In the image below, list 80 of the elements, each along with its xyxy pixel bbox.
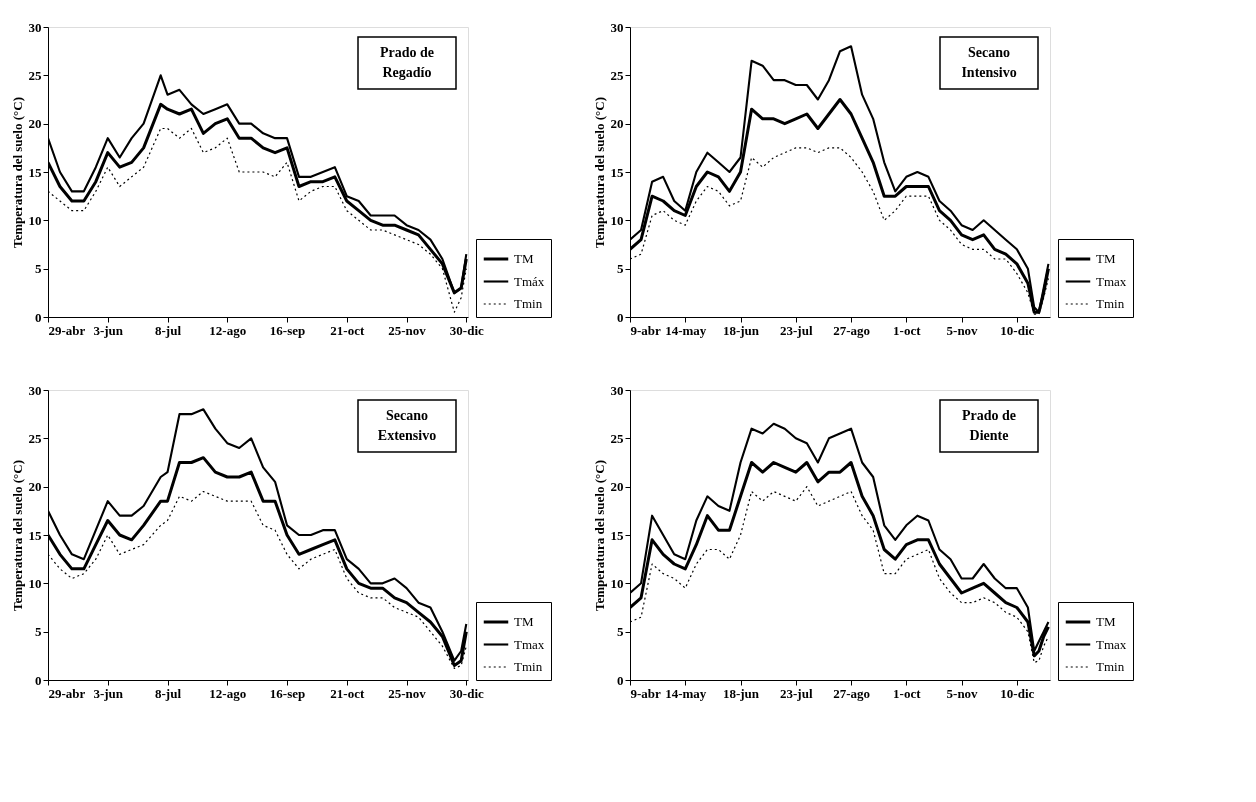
y-tick-label: 15 xyxy=(28,164,42,180)
legend-label: Tmax xyxy=(1096,636,1127,652)
text: Secano Intensivo xyxy=(961,45,1017,80)
y-tick-label: 20 xyxy=(28,479,42,495)
x-tick-label: 23-jul xyxy=(780,322,813,338)
x-tick-label: 29-abr xyxy=(48,685,86,701)
x-tick-label: 21-oct xyxy=(330,322,365,338)
legend-label: TM xyxy=(514,614,534,629)
y-tick-label: 30 xyxy=(28,19,42,35)
y-tick-label: 5 xyxy=(35,624,42,640)
x-tick-label: 12-ago xyxy=(209,685,247,701)
x-tick-label: 3-jun xyxy=(93,685,124,701)
text: Prado de Regadío xyxy=(379,45,435,80)
y-tick-label: 5 xyxy=(617,624,624,640)
y-tick-label: 25 xyxy=(610,430,624,446)
x-tick-label: 18-jun xyxy=(722,322,760,338)
text: Prado de Diente xyxy=(961,408,1017,443)
y-tick-label: 0 xyxy=(35,672,42,688)
legend-label: TM xyxy=(1096,251,1116,266)
y-tick-label: 10 xyxy=(28,212,42,228)
x-tick-label: 1-oct xyxy=(893,685,922,701)
y-tick-label: 20 xyxy=(610,116,624,132)
x-tick-label: 8-jul xyxy=(155,322,182,338)
x-tick-label: 10-dic xyxy=(1000,685,1035,701)
y-tick-label: 30 xyxy=(28,382,42,398)
legend-label: Tmax xyxy=(514,636,545,652)
y-tick-label: 0 xyxy=(617,672,624,688)
y-tick-label: 20 xyxy=(28,116,42,132)
legend-label: Tmax xyxy=(1096,273,1127,289)
x-tick-label: 9-abr xyxy=(630,685,662,701)
y-tick-label: 10 xyxy=(610,575,624,591)
y-tick-label: 30 xyxy=(610,19,624,35)
y-axis-title: Temperatura del suelo (°C) xyxy=(9,460,25,611)
y-tick-label: 15 xyxy=(610,164,624,180)
y-tick-label: 5 xyxy=(35,261,42,277)
x-tick-label: 29-abr xyxy=(48,322,86,338)
y-axis-title: Temperatura del suelo (°C) xyxy=(9,97,25,248)
y-tick-label: 15 xyxy=(28,527,42,543)
y-tick-label: 25 xyxy=(28,430,42,446)
x-tick-label: 14-may xyxy=(665,685,707,701)
legend-label: TM xyxy=(1096,614,1116,629)
x-tick-label: 9-abr xyxy=(630,322,662,338)
x-tick-label: 25-nov xyxy=(388,685,427,701)
x-tick-label: 12-ago xyxy=(209,322,247,338)
y-tick-label: 0 xyxy=(35,309,42,325)
legend-label: TM xyxy=(514,251,534,266)
x-tick-label: 27-ago xyxy=(833,322,870,338)
x-tick-label: 1-oct xyxy=(893,322,922,338)
x-tick-label: 25-nov xyxy=(388,322,427,338)
x-tick-label: 8-jul xyxy=(155,685,182,701)
y-tick-label: 25 xyxy=(28,67,42,83)
legend-label: Tmin xyxy=(514,296,543,311)
x-tick-label: 3-jun xyxy=(93,322,124,338)
x-tick-label: 27-ago xyxy=(833,685,870,701)
y-tick-label: 5 xyxy=(617,261,624,277)
text: Secano Extensivo xyxy=(377,408,437,443)
x-tick-label: 10-dic xyxy=(1000,322,1035,338)
x-tick-label: 16-sep xyxy=(269,322,306,338)
x-tick-label: 14-may xyxy=(665,322,707,338)
x-tick-label: 18-jun xyxy=(722,685,760,701)
legend-label: Tmáx xyxy=(514,273,545,289)
y-tick-label: 25 xyxy=(610,67,624,83)
legend-label: Tmin xyxy=(1096,659,1125,674)
x-tick-label: 23-jul xyxy=(780,685,813,701)
y-tick-label: 15 xyxy=(610,527,624,543)
x-tick-label: 30-dic xyxy=(449,685,484,701)
x-tick-label: 21-oct xyxy=(330,685,365,701)
y-tick-label: 10 xyxy=(28,575,42,591)
y-tick-label: 0 xyxy=(617,309,624,325)
x-tick-label: 30-dic xyxy=(449,322,484,338)
y-tick-label: 10 xyxy=(610,212,624,228)
y-axis-title: Temperatura del suelo (°C) xyxy=(591,460,607,611)
y-tick-label: 30 xyxy=(610,382,624,398)
y-axis-title: Temperatura del suelo (°C) xyxy=(591,97,607,248)
y-tick-label: 20 xyxy=(610,479,624,495)
x-tick-label: 16-sep xyxy=(269,685,306,701)
x-tick-label: 5-nov xyxy=(946,685,979,701)
legend-label: Tmin xyxy=(1096,296,1125,311)
legend-label: Tmin xyxy=(514,659,543,674)
x-tick-label: 5-nov xyxy=(946,322,979,338)
